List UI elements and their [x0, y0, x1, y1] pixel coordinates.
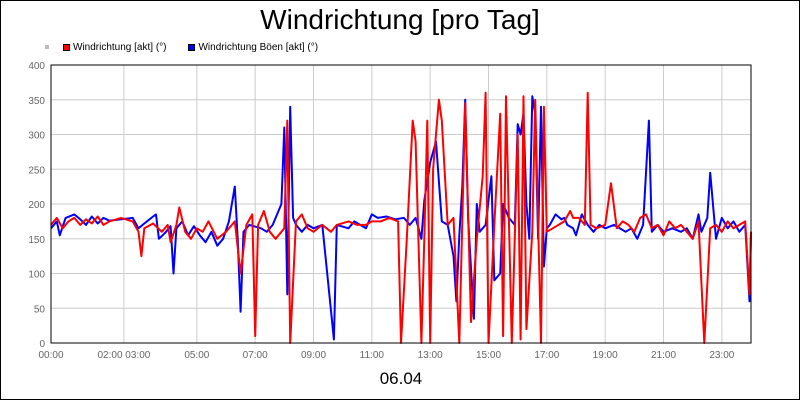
legend-label-windrichtung: Windrichtung [akt] (°): [73, 41, 167, 53]
y-tick-label: 250: [28, 165, 45, 176]
grid-layer: [50, 64, 751, 344]
y-tick-label: 150: [28, 235, 45, 246]
x-tick-label: 05:00: [184, 350, 209, 361]
y-tick-label: 0: [39, 339, 45, 350]
x-tick-label: 07:00: [243, 350, 268, 361]
x-tick-label: 19:00: [593, 350, 618, 361]
x-tick-label: 17:00: [534, 350, 559, 361]
plot-border: [50, 64, 752, 344]
legend: Windrichtung [akt] (°) Windrichtung Böen…: [45, 40, 340, 54]
legend-swatch-blue: [188, 43, 196, 51]
x-tick-label: 00:00: [38, 350, 63, 361]
y-tick-label: 100: [28, 270, 45, 281]
x-tick-label: 02:00 03:00: [98, 350, 151, 361]
legend-item-boeen: Windrichtung Böen [akt] (°): [188, 42, 318, 53]
y-tick-label: 350: [28, 96, 45, 107]
series-layer: [50, 91, 752, 344]
x-tick-label: 23:00: [709, 350, 734, 361]
y-tick-label: 400: [28, 61, 45, 72]
y-tick-label: 200: [28, 200, 45, 211]
legend-item-windrichtung: Windrichtung [akt] (°): [63, 42, 166, 53]
x-tick-label: 21:00: [651, 350, 676, 361]
x-tick-label: 15:00: [476, 350, 501, 361]
date-label: 06.04: [379, 369, 423, 388]
x-tick-label: 11:00: [360, 350, 385, 361]
tick-layer: 0 50 100 150 200 250 300 350 400 00:00 02:00 03:00…: [28, 61, 734, 361]
legend-label-boeen: Windrichtung Böen [akt] (°): [198, 41, 319, 53]
y-tick-label: 300: [28, 131, 45, 142]
legend-marker-icon: [45, 45, 49, 49]
x-tick-label: 13:00: [418, 350, 443, 361]
y-tick-label: 50: [34, 304, 46, 315]
legend-swatch-red: [63, 43, 70, 51]
chart-title: Windrichtung [pro Tag]: [260, 4, 540, 35]
x-tick-label: 09:00: [301, 350, 326, 361]
